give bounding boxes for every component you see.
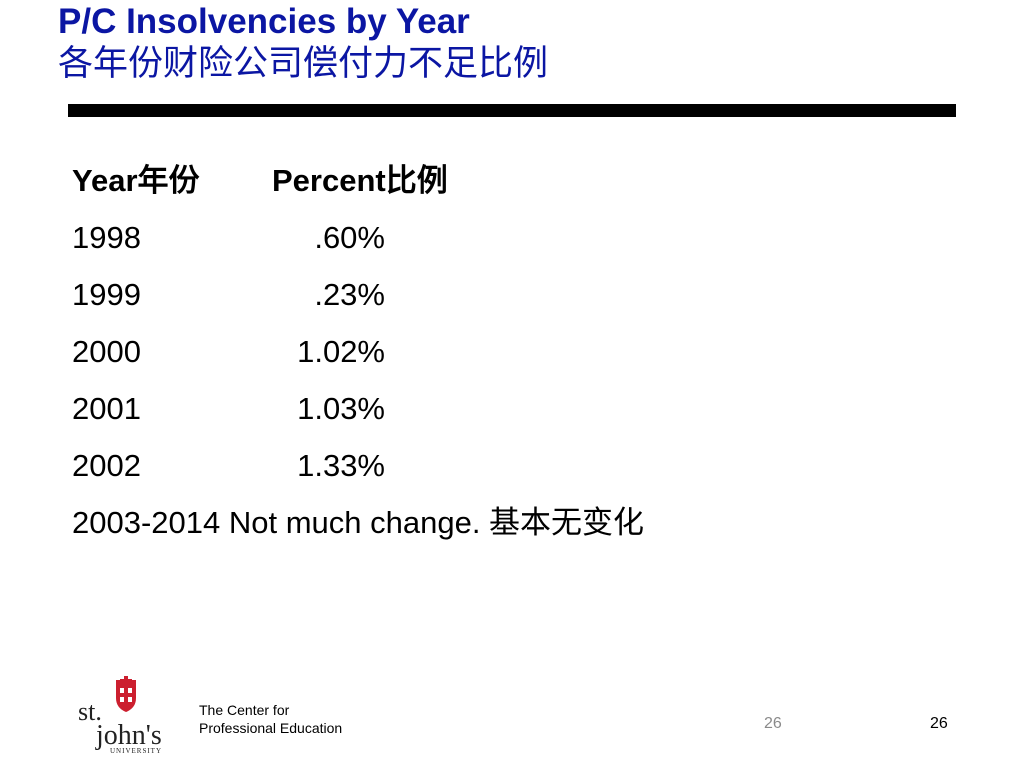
row-year: 1998 bbox=[72, 220, 141, 255]
logo-university: UNIVERSITY bbox=[110, 747, 162, 755]
logo-johns: john's bbox=[95, 720, 162, 751]
header-percent: Percent比例 bbox=[272, 163, 448, 198]
header-year: Year年份 bbox=[72, 163, 200, 198]
title-english: P/C Insolvencies by Year bbox=[58, 2, 470, 41]
row-percent: 1.03% bbox=[297, 391, 385, 426]
row-year: 2002 bbox=[72, 448, 141, 483]
center-name: The Center for Professional Education bbox=[199, 701, 342, 737]
title-chinese: 各年份财险公司偿付力不足比例 bbox=[58, 44, 549, 83]
title-rule bbox=[68, 104, 956, 117]
slide-footer: st. john's UNIVERSITY The Center for Pro… bbox=[0, 668, 1024, 768]
shield-cross-icon bbox=[116, 676, 136, 712]
slide-number: 26 bbox=[930, 715, 948, 732]
row-year: 2000 bbox=[72, 334, 141, 369]
center-line-2: Professional Education bbox=[199, 720, 343, 736]
slide-number-placeholder: 26 bbox=[764, 715, 782, 732]
row-percent: .23% bbox=[314, 277, 385, 312]
row-year: 1999 bbox=[72, 277, 141, 312]
logo-st: st. bbox=[78, 697, 102, 726]
center-line-1: The Center for bbox=[199, 702, 290, 718]
slide-title: P/C Insolvencies by Year 各年份财险公司偿付力不足比例 bbox=[58, 2, 958, 86]
note-text: 2003-2014 Not much change. 基本无变化 bbox=[72, 505, 645, 540]
row-percent: 1.33% bbox=[297, 448, 385, 483]
row-percent: 1.02% bbox=[297, 334, 385, 369]
row-percent: .60% bbox=[314, 220, 385, 255]
row-year: 2001 bbox=[72, 391, 141, 426]
st-johns-university-logo: st. john's UNIVERSITY bbox=[78, 676, 162, 755]
